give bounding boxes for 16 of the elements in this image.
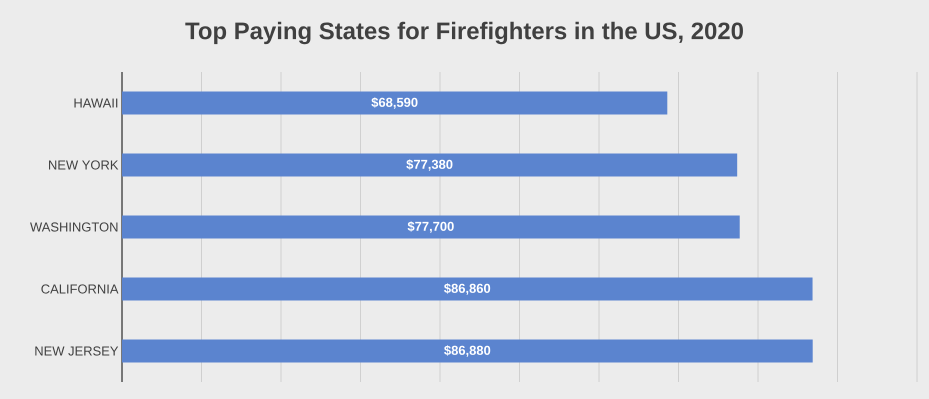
y-tick-label: WASHINGTON (30, 222, 118, 232)
y-tick-label: CALIFORNIA (41, 284, 118, 294)
bar (122, 216, 740, 239)
y-tick-label: HAWAII (74, 98, 118, 108)
bar (122, 154, 738, 177)
data-label: $86,880 (444, 345, 490, 357)
bar (122, 278, 813, 301)
data-label: $77,700 (408, 221, 454, 233)
y-tick-label: NEW JERSEY (35, 346, 118, 356)
y-tick-label: NEW YORK (49, 160, 118, 170)
data-label: $68,590 (371, 97, 418, 109)
data-label: $86,860 (444, 283, 490, 295)
bar (122, 340, 813, 363)
bar (122, 92, 668, 115)
data-label: $77,380 (406, 159, 452, 171)
chart-title: Top Paying States for Firefighters in the US, 2020 (185, 22, 743, 44)
